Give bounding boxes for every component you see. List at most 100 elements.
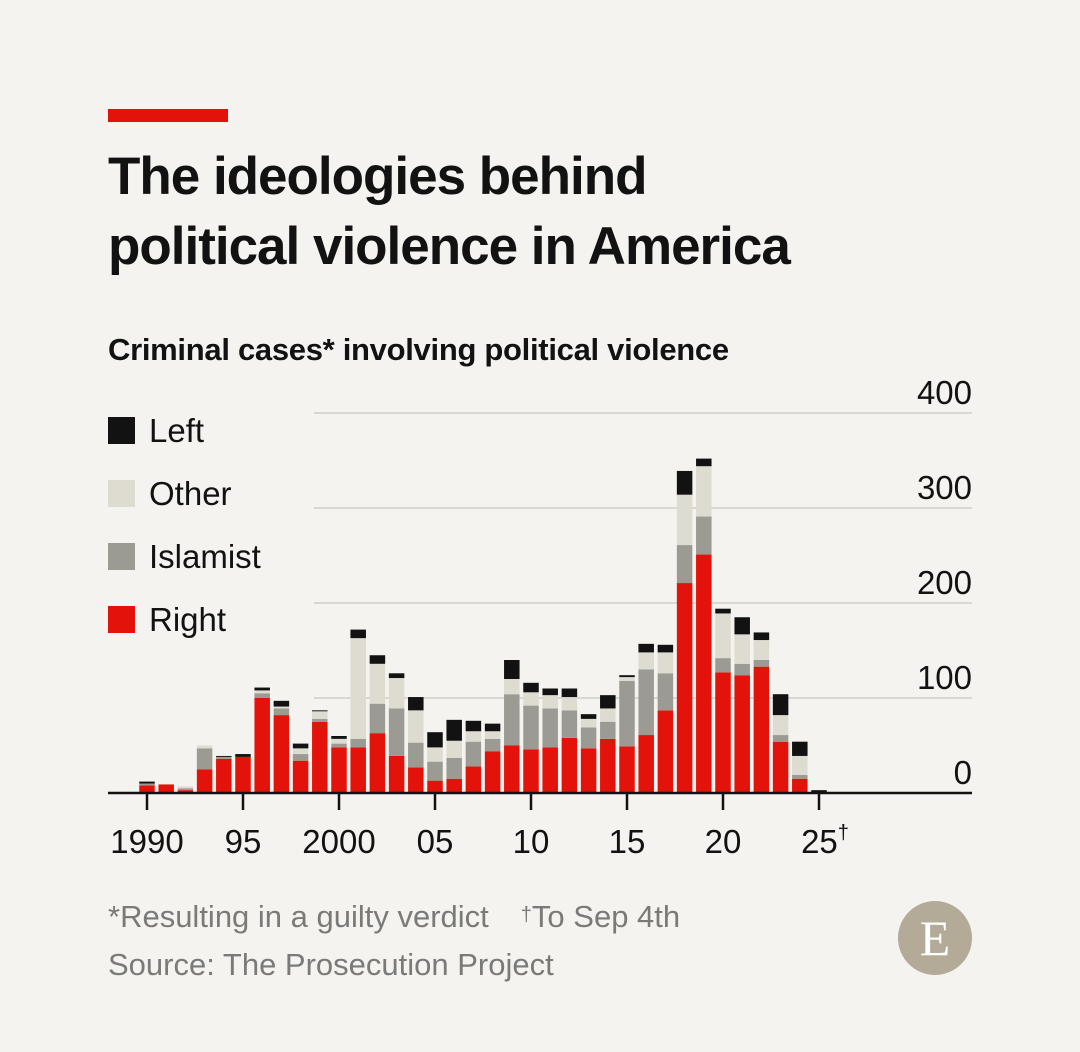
bar-islamist-2012 [561,710,578,738]
y-tick-label: 100 [917,659,972,696]
bar-right-1990 [139,785,155,793]
stacked-bar-chart: 0 100 200 300 400 1990 95 2000 05 10 15 20 25† Left… [108,374,972,860]
economist-logo: E [898,901,972,975]
legend-label-left: Left [149,412,204,449]
bar-left-1998 [292,743,309,749]
bar-islamist-2018 [676,545,693,584]
bar-right-1995 [235,756,251,793]
bar-right-1994 [216,758,232,793]
bar-left-2005 [427,732,443,748]
chart-title: The ideologies behind political violence… [108,142,1008,282]
bar-left-1997 [273,700,290,707]
bar-islamist-2009 [504,694,520,746]
bar-right-1992 [177,790,194,793]
bar-right-1999 [312,721,328,793]
bar-other-2005 [427,747,443,762]
bar-right-1993 [196,769,213,793]
bar-islamist-2014 [600,721,616,739]
bar-islamist-1997 [273,708,290,716]
footnotes: *Resulting in a guilty verdict †To Sep 4t… [108,893,680,989]
x-tick-label: 2000 [302,823,375,860]
bar-right-1991 [158,784,174,793]
bar-right-2013 [580,748,597,793]
bar-right-1998 [292,760,309,793]
footnote-guilty: *Resulting in a guilty verdict [108,899,489,934]
bar-other-2015 [619,677,635,681]
legend-swatch-left [108,417,135,444]
bar-other-2000 [331,738,347,744]
legend-swatch-right [108,606,135,633]
y-tick-label: 200 [917,564,972,601]
bar-islamist-2001 [350,738,366,748]
legend-swatch-other [108,480,135,507]
bar-right-2020 [715,672,731,793]
bar-right-2004 [408,767,424,793]
bar-islamist-2002 [369,703,386,734]
bar-left-2021 [734,617,750,635]
bar-islamist-2020 [715,658,731,673]
bar-other-2008 [484,731,501,739]
x-tick-label: 25† [801,822,849,860]
bar-other-2007 [465,731,482,742]
bar-left-2002 [369,655,386,664]
bar-left-2013 [580,714,597,719]
bar-right-1996 [254,698,270,793]
bar-other-2011 [542,695,558,709]
bar-left-2015 [619,675,635,678]
bar-left-2007 [465,720,482,732]
bar-other-2016 [638,652,654,670]
bar-other-2009 [504,679,520,695]
bar-right-2024 [792,778,808,793]
bar-islamist-1996 [254,693,270,698]
bar-islamist-2006 [446,757,462,779]
bars [139,458,827,793]
bar-other-2013 [580,718,597,728]
footnote-date: To Sep 4th [531,899,681,934]
bar-right-2002 [369,733,386,793]
bar-islamist-1992 [177,788,194,791]
bar-left-1995 [235,754,251,757]
bar-other-2014 [600,708,616,722]
source-note: Source: The Prosecution Project [108,947,554,982]
bar-right-2023 [772,741,789,793]
bar-other-2024 [792,755,808,775]
bar-right-2016 [638,735,654,793]
bar-left-2001 [350,629,366,639]
bar-right-2015 [619,746,635,793]
bar-right-2021 [734,675,750,793]
bar-other-2021 [734,634,750,664]
y-tick-label: 300 [917,469,972,506]
bar-islamist-2005 [427,761,443,781]
bar-islamist-2011 [542,708,558,748]
bar-left-2009 [504,660,520,679]
bar-right-2019 [696,554,712,793]
bar-other-2019 [696,466,712,517]
bar-right-2007 [465,766,482,793]
title-line-1: The ideologies behind [108,147,647,206]
bar-other-1996 [254,690,270,694]
bar-islamist-2008 [484,738,501,752]
chart-subtitle: Criminal cases* involving political viol… [108,332,729,367]
bar-other-1998 [292,748,309,755]
bar-islamist-2003 [388,708,405,756]
bar-left-2022 [753,632,770,641]
bar-left-2003 [388,673,405,679]
x-axis: 1990 95 2000 05 10 15 20 25† [108,791,972,860]
bar-left-2010 [523,682,539,693]
bar-islamist-2019 [696,516,712,555]
bar-total-2025 [811,790,827,793]
bar-other-2023 [772,715,789,736]
bar-right-2006 [446,778,462,793]
bar-islamist-1998 [292,754,309,761]
bar-islamist-1993 [196,748,213,770]
legend-label-islamist: Islamist [149,538,261,575]
bar-right-2010 [523,749,539,793]
legend-swatch-islamist [108,543,135,570]
bar-other-2017 [657,652,674,674]
legend-label-other: Other [149,475,232,512]
bar-left-2004 [408,697,424,711]
bar-right-2018 [676,583,693,793]
x-tick-label: 10 [513,823,550,860]
bar-other-2003 [388,678,405,709]
bar-right-2011 [542,747,558,793]
